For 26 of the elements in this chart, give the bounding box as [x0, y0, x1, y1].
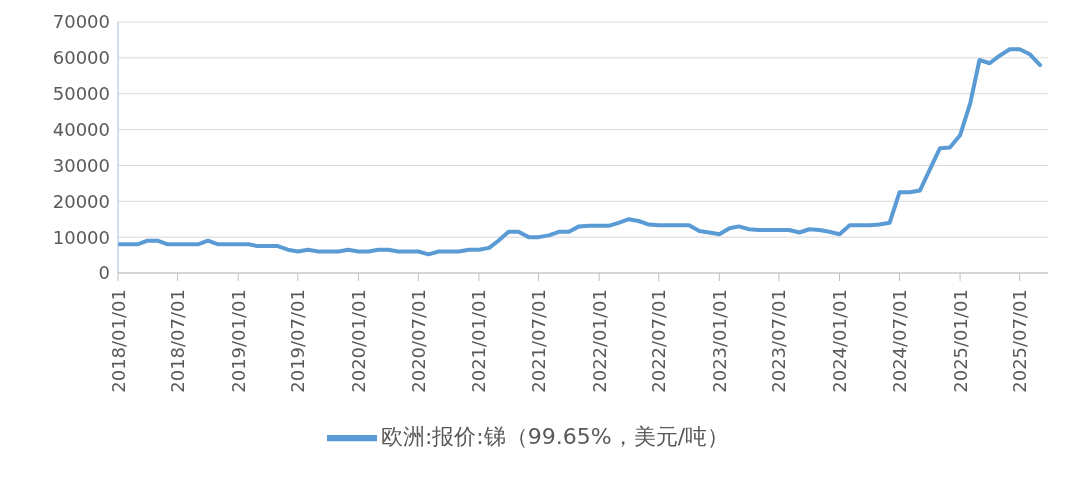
x-tick-label: 2019/07/01: [287, 289, 309, 393]
y-tick-label: 40000: [52, 118, 110, 140]
x-tick-label: 2024/01/01: [829, 289, 851, 393]
y-tick-label: 0: [98, 262, 110, 284]
line-series: [118, 47, 1043, 257]
y-tick-label: 50000: [52, 83, 110, 105]
x-tick-label: 2018/07/01: [167, 289, 189, 393]
x-tick-label: 2019/01/01: [227, 289, 249, 393]
x-tick-label: 2023/07/01: [768, 289, 790, 393]
legend-label: 欧洲:报价:锑（99.65%，美元/吨）: [380, 424, 730, 449]
x-tick-label: 2023/01/01: [708, 289, 730, 393]
x-tick-label: 2022/01/01: [588, 289, 610, 393]
x-tick-label: 2025/07/01: [1009, 289, 1031, 393]
x-tick-label: 2021/07/01: [528, 289, 550, 393]
x-tick-label: 2020/01/01: [347, 289, 369, 393]
y-tick-label: 60000: [52, 47, 110, 69]
y-tick-label: 20000: [52, 190, 110, 212]
x-tick-label: 2018/01/01: [107, 289, 129, 393]
y-tick-label: 10000: [52, 226, 110, 248]
x-tick-label: 2021/01/01: [468, 289, 490, 393]
y-tick-label: 30000: [52, 154, 110, 176]
x-tick-label: 2024/07/01: [888, 289, 910, 393]
y-tick-label: 70000: [52, 11, 110, 33]
x-tick-label: 2020/07/01: [407, 289, 429, 393]
x-tick-label: 2025/01/01: [949, 289, 971, 393]
x-tick-label: 2022/07/01: [648, 289, 670, 393]
